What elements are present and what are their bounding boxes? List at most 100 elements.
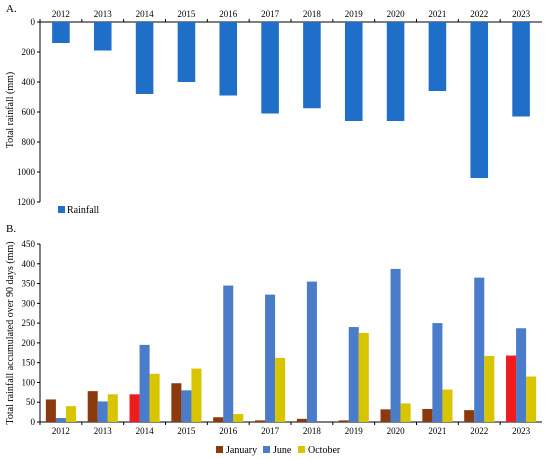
y-tick-label-100: 100 <box>22 377 36 387</box>
y-tick-label-150: 150 <box>22 358 36 368</box>
bar-rainfall-2021 <box>428 22 447 91</box>
x-tick-label-2016: 2016 <box>219 9 238 19</box>
legend-swatch-rainfall <box>58 206 65 213</box>
bar-october-2014 <box>149 373 160 422</box>
panel-a-legend: Rainfall <box>58 205 99 216</box>
x-tick-label-2012: 2012 <box>52 9 70 19</box>
panel-b: B. Total rainfall accumulated over 90 da… <box>5 223 542 456</box>
bar-january-2016 <box>213 417 224 422</box>
legend-swatch-june <box>263 446 270 453</box>
bar-rainfall-2018 <box>303 22 321 109</box>
y-tick-label-300: 300 <box>22 298 36 308</box>
x-tick-label-2014: 2014 <box>136 426 155 436</box>
x-tick-label-2015: 2015 <box>177 9 196 19</box>
bar-rainfall-2022 <box>470 22 489 178</box>
y-tick-label-1200: 1200 <box>17 197 36 207</box>
x-tick-label-2022: 2022 <box>470 426 488 436</box>
x-tick-label-2023: 2023 <box>512 9 531 19</box>
bar-june-2022 <box>474 277 485 422</box>
bar-june-2012 <box>55 418 66 422</box>
x-tick-label-2020: 2020 <box>387 9 406 19</box>
bar-january-2013 <box>87 391 98 422</box>
legend-swatch-january <box>216 446 223 453</box>
bar-june-2019 <box>348 327 359 422</box>
bar-january-2015 <box>171 383 182 422</box>
y-tick-label-600: 600 <box>22 107 36 117</box>
legend-label-january: January <box>226 445 257 456</box>
bar-rainfall-2016 <box>219 22 238 96</box>
bar-january-2018 <box>296 418 307 422</box>
x-tick-label-2021: 2021 <box>428 426 446 436</box>
y-tick-label-350: 350 <box>22 279 36 289</box>
x-tick-label-2019: 2019 <box>345 426 364 436</box>
x-tick-label-2019: 2019 <box>345 9 364 19</box>
x-tick-label-2018: 2018 <box>303 9 322 19</box>
x-tick-label-2013: 2013 <box>94 426 113 436</box>
bar-october-2020 <box>400 403 411 422</box>
x-tick-label-2020: 2020 <box>387 426 406 436</box>
bar-rainfall-2023 <box>512 22 530 117</box>
legend-label-june: June <box>273 445 292 456</box>
y-tick-label-50: 50 <box>26 397 36 407</box>
bar-rainfall-2012 <box>52 22 70 43</box>
bar-january-2019 <box>338 420 349 422</box>
x-tick-label-2017: 2017 <box>261 9 280 19</box>
x-tick-label-2012: 2012 <box>52 426 70 436</box>
panel-a-x-ticks: 2012 2013 2014 2015 2016 2017 2018 2019 2020 2021… <box>39 9 531 22</box>
legend-label-rainfall: Rainfall <box>67 205 99 216</box>
bar-october-2021 <box>442 389 453 422</box>
bar-june-2018 <box>306 281 317 422</box>
x-tick-label-2021: 2021 <box>428 9 446 19</box>
panel-a-y-ticks: 0 200 400 600 800 1000 1200 <box>17 17 40 207</box>
bar-january-2021 <box>422 408 433 422</box>
bar-october-2012 <box>65 406 76 422</box>
y-tick-label-200: 200 <box>22 47 36 57</box>
bar-october-2023 <box>526 376 537 422</box>
bar-october-2015 <box>191 368 202 422</box>
x-tick-label-2018: 2018 <box>303 426 322 436</box>
panel-b-y-axis-label: Total rainfall accumulated over 90 days … <box>5 241 16 424</box>
y-tick-label-1000: 1000 <box>17 167 36 177</box>
bar-january-2012 <box>45 399 56 422</box>
panel-a: A. Total rainfall (mm) 2012 2013 2014 2015 2… <box>5 3 542 216</box>
panel-a-axes <box>39 21 542 202</box>
bar-january-2023 <box>506 355 517 422</box>
x-tick-label-2023: 2023 <box>512 426 531 436</box>
y-tick-label-200: 200 <box>22 338 36 348</box>
x-tick-label-2013: 2013 <box>94 9 113 19</box>
bar-june-2023 <box>516 328 527 422</box>
bar-june-2017 <box>265 294 276 422</box>
panel-a-label: A. <box>6 3 17 15</box>
bar-january-2022 <box>464 410 475 422</box>
bar-january-2020 <box>380 409 391 422</box>
panel-b-legend: January June October <box>216 445 341 456</box>
y-tick-label-0: 0 <box>31 417 36 427</box>
bar-january-2017 <box>255 420 266 422</box>
bar-october-2016 <box>233 414 244 422</box>
y-tick-label-450: 450 <box>22 239 36 249</box>
y-tick-label-250: 250 <box>22 318 36 328</box>
bar-october-2019 <box>358 333 369 422</box>
bar-rainfall-2013 <box>93 22 112 51</box>
bar-october-2017 <box>275 357 286 422</box>
bar-rainfall-2020 <box>386 22 405 121</box>
bar-june-2020 <box>390 268 401 422</box>
panel-b-y-ticks: 0 50 100 150 200 250 300 350 400 450 <box>22 239 40 427</box>
bar-rainfall-2014 <box>135 22 154 94</box>
bar-june-2021 <box>432 323 443 422</box>
panel-a-y-axis-label: Total rainfall (mm) <box>5 72 16 149</box>
bar-october-2022 <box>484 355 495 422</box>
panel-a-bars <box>52 22 530 178</box>
legend-swatch-october <box>298 446 305 453</box>
panel-b-bars <box>45 268 537 422</box>
x-tick-label-2022: 2022 <box>470 9 488 19</box>
panel-b-label: B. <box>6 223 16 235</box>
bar-june-2013 <box>97 401 108 422</box>
bar-june-2014 <box>139 344 150 422</box>
legend-label-october: October <box>308 445 341 456</box>
x-tick-label-2015: 2015 <box>177 426 196 436</box>
y-tick-label-400: 400 <box>22 259 36 269</box>
y-tick-label-0: 0 <box>31 17 36 27</box>
